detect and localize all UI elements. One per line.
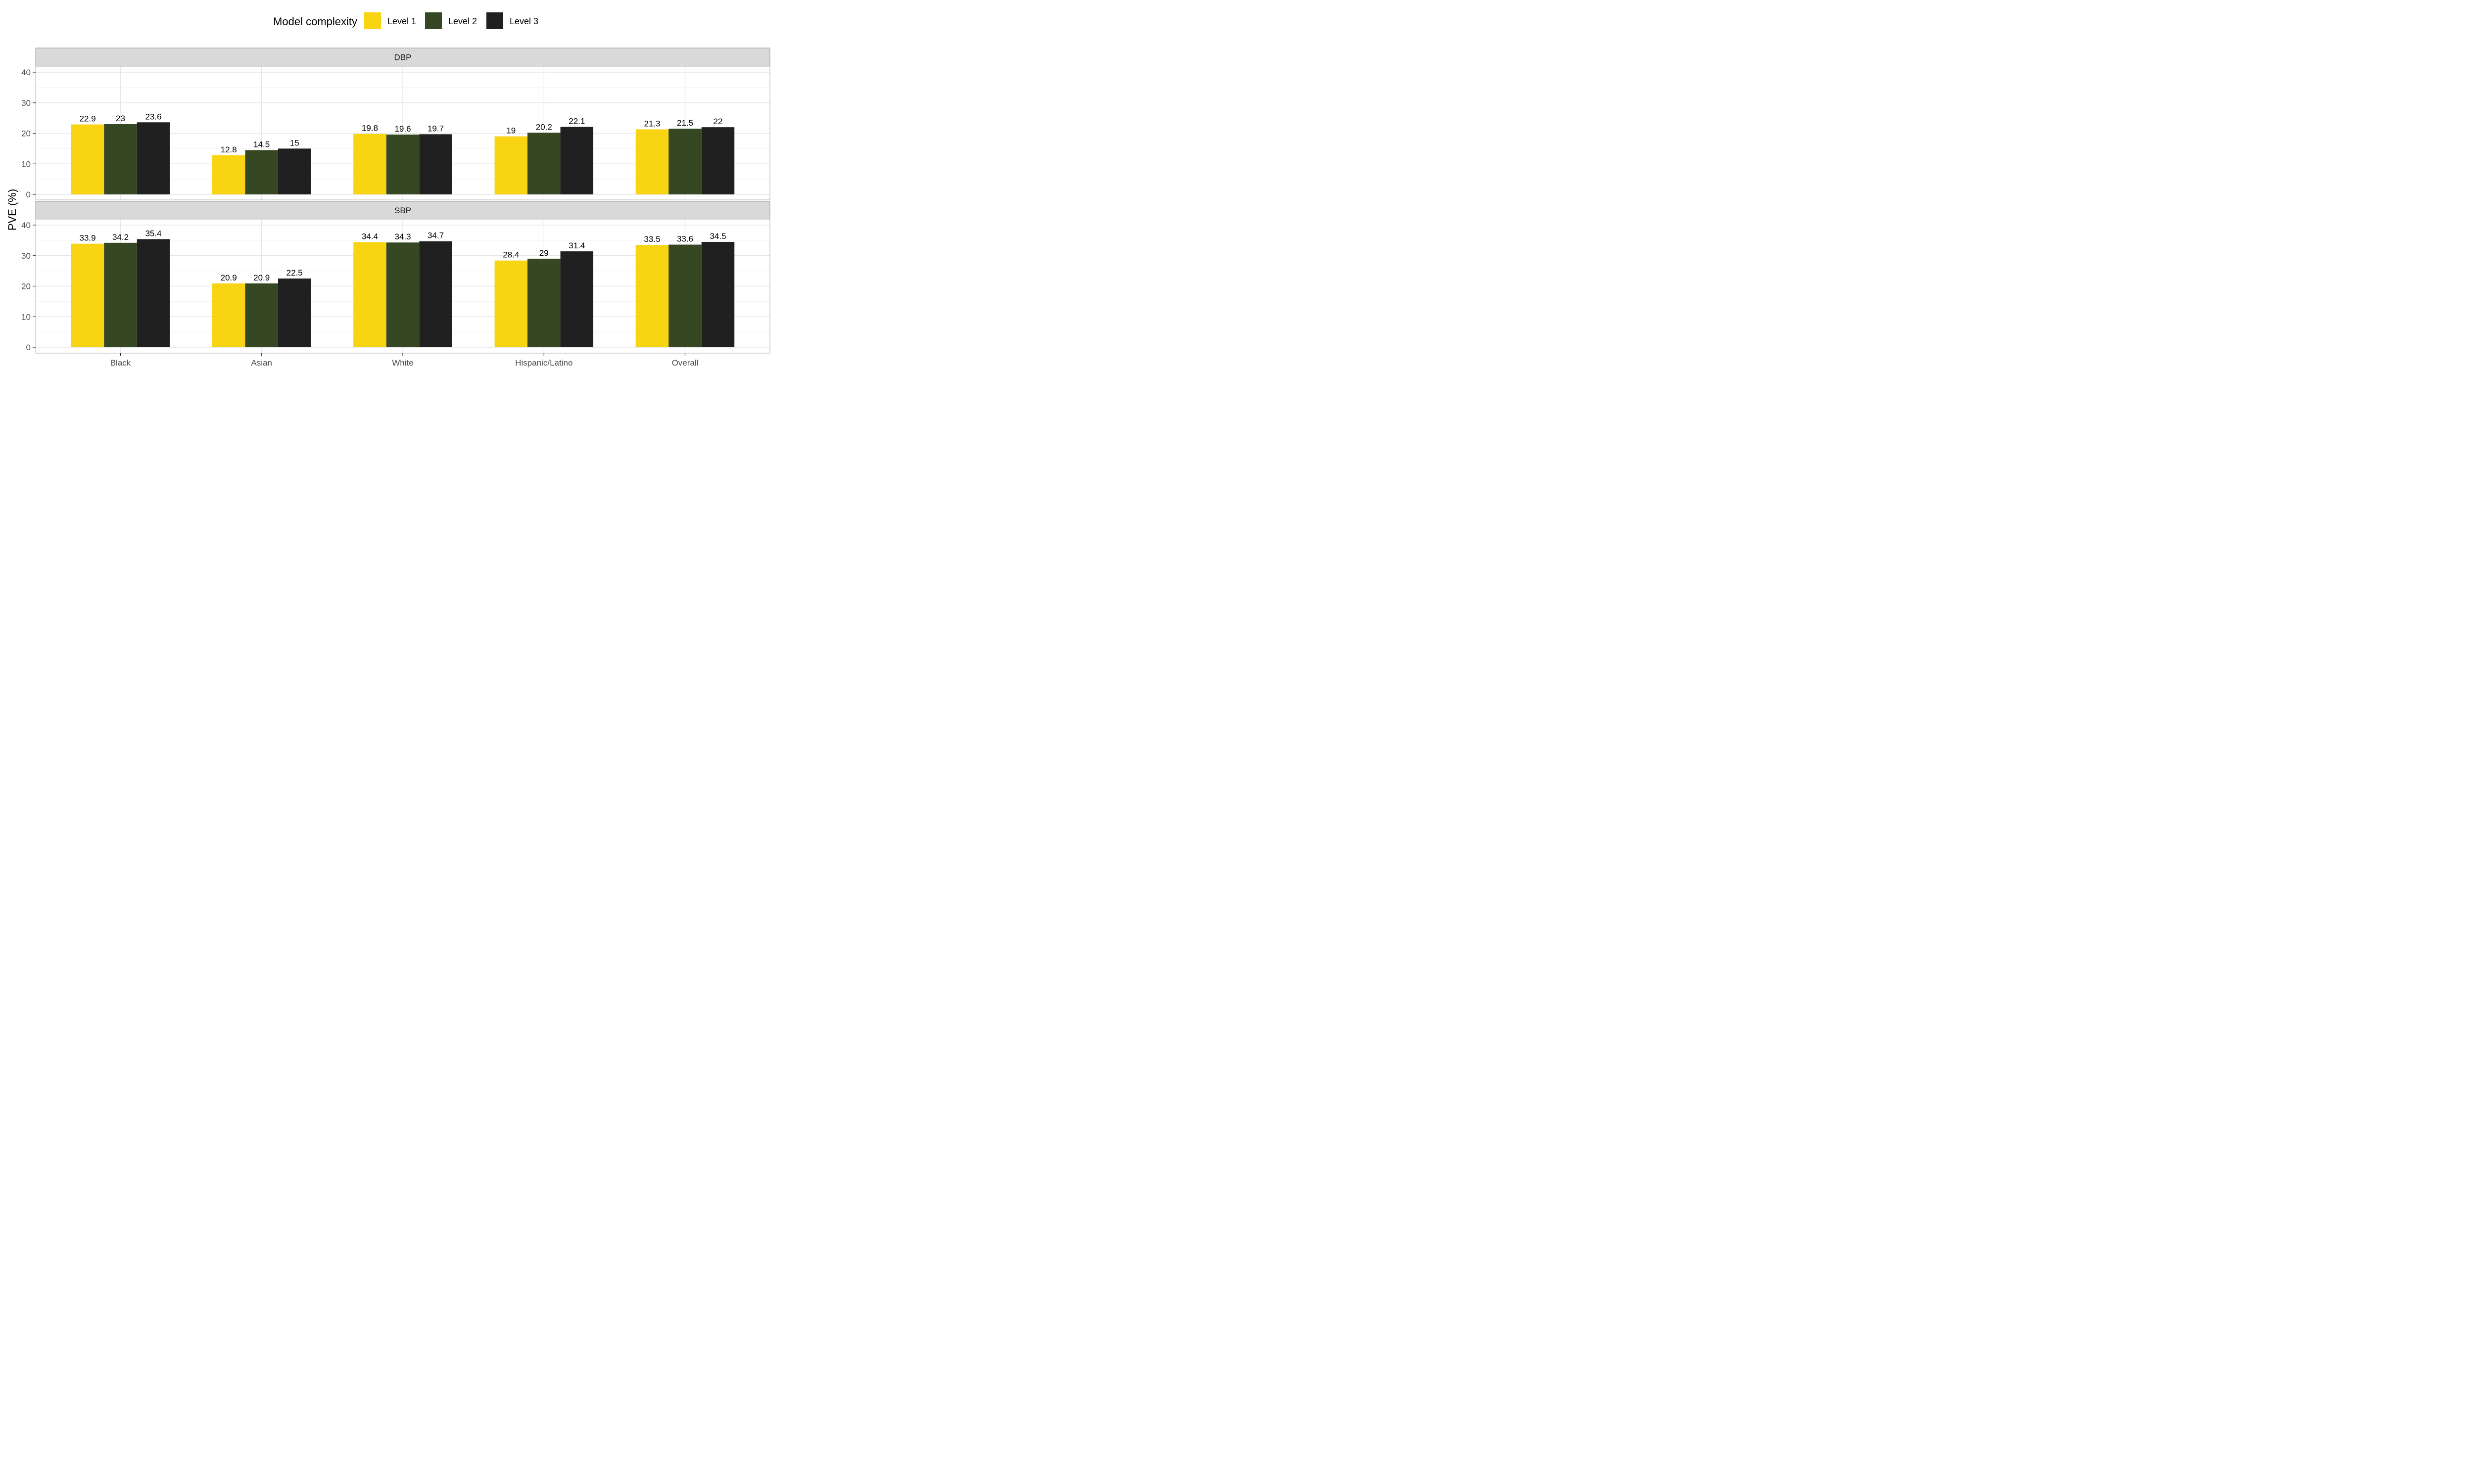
x-tick-label: Asian [251, 358, 272, 368]
bar-value-label: 23 [116, 114, 125, 123]
bar-value-label: 34.5 [710, 232, 726, 241]
x-tick-label: White [392, 358, 413, 368]
bar-sbp-white-level-1 [353, 242, 386, 347]
bar-dbp-asian-level-3 [278, 148, 311, 194]
legend-label-level-1: Level 1 [387, 16, 416, 26]
bar-value-label: 34.2 [112, 232, 129, 242]
bar-dbp-white-level-3 [419, 134, 452, 194]
bar-value-label: 33.5 [644, 234, 660, 244]
bar-value-label: 34.3 [394, 232, 411, 241]
bar-value-label: 29 [539, 248, 549, 258]
bar-value-label: 20.9 [253, 273, 270, 282]
facet-strip-dbp [35, 47, 770, 67]
bar-sbp-overall-level-1 [635, 245, 669, 347]
bar-sbp-black-level-2 [104, 242, 137, 347]
legend-swatch-level-1 [364, 12, 381, 29]
bar-value-label: 22 [714, 117, 723, 126]
bar-sbp-white-level-3 [419, 241, 452, 347]
y-tick-label: 0 [26, 343, 31, 352]
bar-dbp-black-level-3 [137, 122, 170, 194]
bar-value-label: 21.5 [677, 118, 693, 128]
bar-sbp-asian-level-1 [212, 283, 245, 347]
bar-value-label: 34.7 [428, 231, 444, 240]
facet-label-sbp: SBP [394, 206, 411, 215]
bar-dbp-black-level-2 [104, 124, 137, 194]
bar-value-label: 19.6 [394, 124, 411, 134]
bar-value-label: 22.1 [569, 117, 585, 126]
y-tick-label: 30 [21, 98, 31, 108]
bar-sbp-hispanic-latino-level-1 [494, 260, 528, 347]
legend-label-level-2: Level 2 [448, 16, 477, 26]
bar-dbp-overall-level-1 [635, 129, 669, 194]
bar-dbp-hispanic-latino-level-1 [494, 136, 528, 194]
bar-value-label: 21.3 [644, 119, 660, 128]
bar-sbp-asian-level-3 [278, 278, 311, 347]
bar-dbp-white-level-2 [386, 134, 420, 194]
bar-value-label: 12.8 [221, 145, 237, 154]
x-tick-label: Hispanic/Latino [515, 358, 572, 368]
bar-value-label: 33.9 [79, 233, 95, 243]
legend-label-level-3: Level 3 [510, 16, 538, 26]
y-tick-label: 10 [21, 312, 31, 322]
bar-sbp-hispanic-latino-level-2 [527, 258, 561, 347]
y-tick-label: 10 [21, 159, 31, 169]
bar-sbp-asian-level-2 [245, 283, 278, 347]
bar-value-label: 19.7 [428, 124, 444, 133]
bar-value-label: 20.9 [221, 273, 237, 282]
bar-dbp-hispanic-latino-level-3 [560, 127, 594, 194]
y-tick-label: 40 [21, 68, 31, 77]
bar-dbp-hispanic-latino-level-2 [527, 133, 561, 194]
bar-value-label: 28.4 [503, 250, 519, 260]
bar-dbp-asian-level-2 [245, 150, 278, 194]
bar-sbp-white-level-2 [386, 242, 420, 347]
bar-value-label: 34.4 [362, 232, 378, 241]
bar-dbp-overall-level-2 [668, 129, 702, 194]
bar-value-label: 14.5 [253, 139, 270, 149]
legend-swatch-level-2 [425, 12, 442, 29]
bar-value-label: 22.9 [79, 114, 95, 124]
bar-value-label: 15 [290, 138, 299, 147]
y-tick-label: 30 [21, 251, 31, 261]
bar-sbp-overall-level-3 [701, 241, 735, 347]
legend-swatch-level-3 [486, 12, 503, 29]
bar-dbp-asian-level-1 [212, 155, 245, 194]
y-tick-label: 40 [21, 221, 31, 230]
legend-title: Model complexity [273, 15, 357, 28]
y-tick-label: 20 [21, 282, 31, 291]
bar-sbp-black-level-3 [137, 239, 170, 347]
bar-value-label: 23.6 [145, 112, 161, 121]
bar-value-label: 22.5 [286, 268, 303, 278]
bar-value-label: 19 [506, 126, 516, 136]
y-tick-label: 20 [21, 129, 31, 139]
bar-value-label: 31.4 [569, 241, 585, 250]
bar-dbp-black-level-1 [71, 124, 104, 194]
facet-label-dbp: DBP [394, 53, 412, 62]
bar-value-label: 19.8 [362, 124, 378, 133]
bar-dbp-overall-level-3 [701, 127, 735, 194]
bar-sbp-overall-level-2 [668, 244, 702, 347]
y-tick-label: 0 [26, 190, 31, 199]
x-tick-label: Overall [672, 358, 699, 368]
y-axis-label: PVE (%) [6, 189, 18, 231]
bar-dbp-white-level-1 [353, 134, 386, 194]
bar-sbp-black-level-1 [71, 243, 104, 347]
bar-value-label: 35.4 [145, 229, 161, 238]
x-tick-label: Black [110, 358, 131, 368]
chart-svg: PVE (%) Model complexity Level 1 Level 2 L… [6, 12, 770, 368]
faceted-bar-chart: PVE (%) Model complexity Level 1 Level 2 L… [0, 0, 776, 388]
bar-sbp-hispanic-latino-level-3 [560, 251, 594, 347]
bar-value-label: 33.6 [677, 234, 693, 244]
bar-value-label: 20.2 [536, 122, 552, 132]
